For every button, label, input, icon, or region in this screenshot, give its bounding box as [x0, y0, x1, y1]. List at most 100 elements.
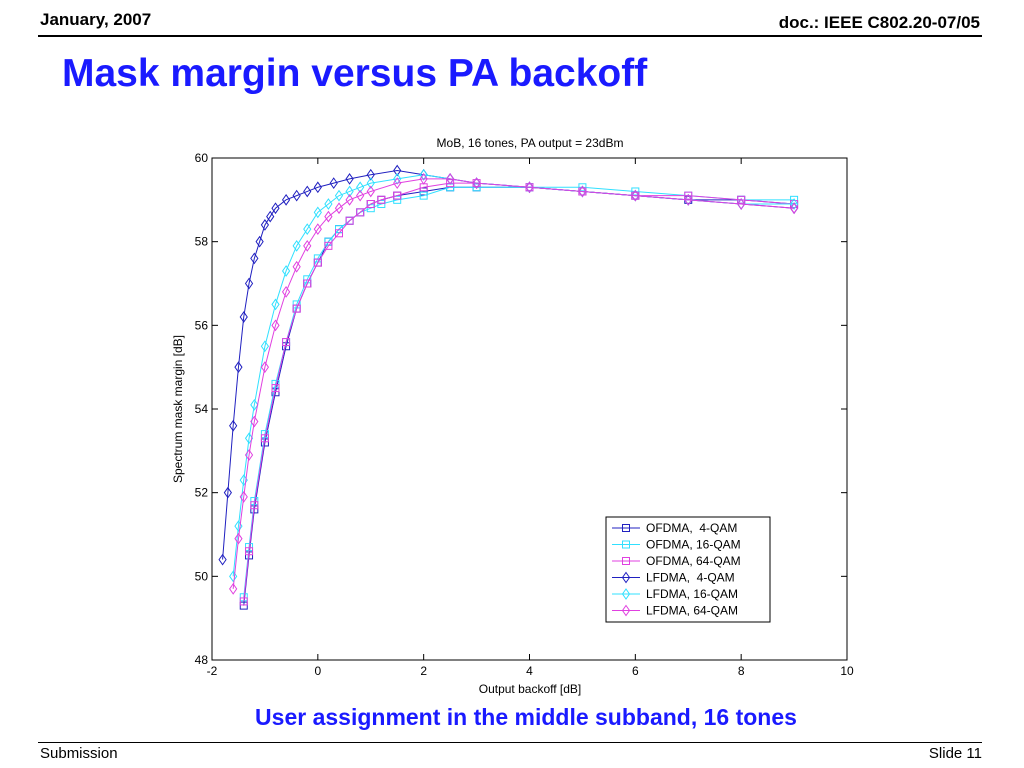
data-point: [419, 168, 428, 181]
x-axis-label: Output backoff [dB]: [479, 682, 582, 696]
data-point: [419, 191, 428, 200]
data-point: [245, 547, 254, 556]
data-point: [244, 449, 254, 461]
data-point: [250, 252, 259, 265]
legend-marker: [622, 540, 630, 549]
data-point: [393, 177, 402, 189]
data-point: [244, 432, 254, 445]
data-point: [303, 185, 312, 198]
data-point: [356, 208, 365, 217]
data-point: [334, 202, 344, 215]
data-point: [366, 204, 375, 213]
series-line: [232, 178, 795, 589]
data-point: [684, 193, 693, 206]
data-point: [345, 193, 354, 206]
data-point: [282, 338, 291, 347]
legend-label: LFDMA, 16-QAM: [646, 587, 738, 601]
data-point: [234, 520, 243, 533]
y-tick-label: 60: [195, 151, 209, 165]
data-point: [260, 434, 269, 443]
header-date: January, 2007: [40, 10, 152, 29]
data-point: [313, 181, 322, 194]
y-tick-label: 58: [195, 235, 209, 249]
data-point: [356, 181, 365, 194]
data-point: [303, 223, 312, 235]
data-point: [281, 265, 291, 277]
chart-title: MoB, 16 tones, PA output = 23dBm: [437, 136, 624, 150]
slide-caption: User assignment in the middle subband, 1…: [255, 704, 797, 730]
data-point: [250, 501, 259, 510]
data-point: [292, 189, 301, 202]
legend-entry: OFDMA, 16-QAM: [612, 538, 741, 552]
data-point: [234, 532, 243, 545]
data-point: [684, 191, 693, 200]
data-point: [271, 298, 280, 311]
data-point: [324, 198, 333, 210]
footer-divider: [38, 742, 982, 743]
data-point: [324, 210, 333, 223]
legend-entry: LFDMA, 4-QAM: [612, 571, 735, 585]
legend-marker: [622, 557, 630, 565]
data-point: [737, 198, 746, 210]
legend-label: LFDMA, 64-QAM: [646, 604, 738, 618]
footer-slide-number: Slide 11: [928, 745, 982, 762]
y-tick-label: 50: [195, 569, 209, 583]
data-point: [366, 200, 375, 209]
data-point: [356, 189, 365, 202]
legend-label: OFDMA, 64-QAM: [646, 554, 741, 568]
data-point: [334, 189, 344, 202]
data-point: [631, 189, 640, 202]
data-point: [393, 164, 402, 177]
data-point: [229, 419, 238, 432]
data-point: [446, 173, 455, 185]
series-line: [222, 170, 795, 560]
series-line: [232, 174, 795, 577]
y-tick-label: 48: [195, 653, 209, 667]
data-point: [303, 239, 312, 252]
data-point: [255, 235, 264, 248]
legend-entry: LFDMA, 16-QAM: [612, 587, 738, 601]
data-point: [419, 173, 428, 185]
data-point: [234, 361, 243, 374]
data-point: [313, 258, 322, 267]
data-point: [223, 486, 232, 499]
data-point: [239, 311, 248, 323]
data-point: [578, 183, 587, 192]
data-point: [271, 384, 280, 393]
data-point: [239, 597, 248, 606]
data-point: [789, 202, 799, 215]
x-tick-label: 4: [526, 664, 533, 678]
data-point: [239, 601, 248, 610]
header-doc-id: doc.: IEEE C802.20-07/05: [778, 13, 980, 32]
series-layer: [218, 164, 799, 610]
data-point: [271, 202, 280, 215]
data-point: [329, 177, 338, 189]
legend-label: OFDMA, 4-QAM: [646, 521, 737, 535]
legend-marker: [621, 588, 631, 600]
legend-label: LFDMA, 4-QAM: [646, 571, 735, 585]
data-point: [303, 279, 312, 288]
data-point: [229, 570, 238, 583]
data-point: [377, 195, 386, 204]
data-point: [281, 285, 291, 298]
data-point: [281, 193, 291, 206]
legend-marker: [622, 524, 630, 532]
legend-marker: [621, 571, 631, 584]
data-point: [393, 195, 402, 204]
data-point: [366, 168, 375, 181]
footer-submission: Submission: [40, 745, 118, 762]
data-point: [324, 241, 333, 250]
data-point: [250, 398, 259, 411]
data-point: [260, 219, 270, 231]
data-point: [313, 223, 322, 235]
data-point: [366, 177, 375, 189]
data-point: [472, 183, 481, 192]
data-point: [345, 173, 354, 185]
y-axis-label: Spectrum mask margin [dB]: [171, 335, 185, 483]
data-point: [446, 179, 455, 188]
data-point: [345, 185, 354, 198]
data-point: [472, 177, 481, 189]
data-point: [260, 361, 270, 374]
legend-entry: OFDMA, 64-QAM: [612, 554, 741, 568]
header-divider: [38, 35, 982, 37]
